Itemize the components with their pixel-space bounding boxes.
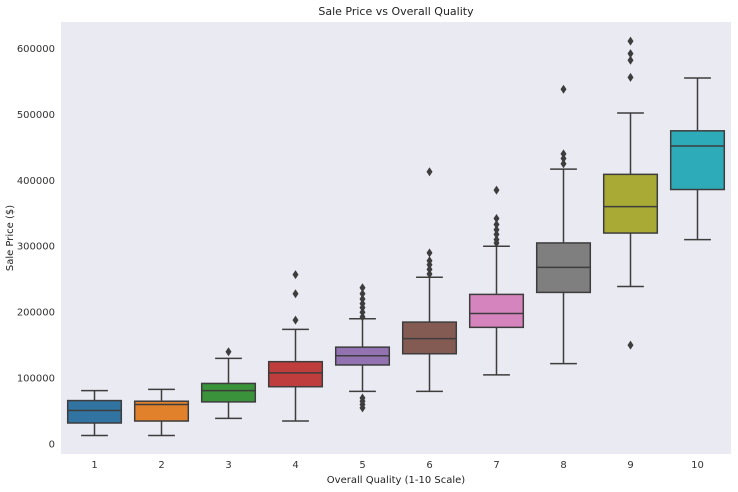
outlier-point	[359, 307, 366, 317]
outlier-point	[426, 167, 433, 177]
box-group	[133, 388, 190, 437]
outlier-point	[627, 72, 634, 82]
outlier-point	[627, 340, 634, 350]
y-axis: 0 100000 200000 300000 400000 500000 600000	[17, 44, 55, 451]
outlier-point	[359, 312, 366, 322]
x-tick-label: 10	[691, 460, 704, 471]
outlier-point	[359, 294, 366, 304]
outlier-point	[627, 36, 634, 46]
y-tick-label: 300000	[17, 242, 55, 253]
y-tick-label: 200000	[17, 308, 55, 319]
outlier-point	[560, 159, 567, 169]
outlier-point	[426, 248, 433, 258]
box-group	[200, 347, 257, 420]
outlier-point	[627, 55, 634, 65]
box-group	[267, 270, 324, 422]
box-iqr	[200, 382, 257, 403]
outlier-point	[493, 235, 500, 245]
outlier-point	[560, 84, 567, 94]
outlier-point	[292, 315, 299, 325]
x-tick-label: 8	[560, 460, 566, 471]
outlier-point	[292, 270, 299, 280]
outlier-point	[359, 283, 366, 293]
box-group	[468, 185, 525, 376]
outlier-point	[426, 269, 433, 279]
y-axis-label: Sale Price ($)	[5, 205, 16, 271]
box-group	[334, 283, 391, 413]
outlier-point	[359, 393, 366, 403]
box-group	[602, 36, 659, 350]
box-iqr	[602, 173, 659, 234]
outlier-point	[292, 289, 299, 299]
x-tick-label: 5	[359, 460, 365, 471]
outlier-point	[560, 149, 567, 159]
box-group	[535, 84, 592, 365]
box-group	[401, 167, 458, 393]
y-tick-label: 600000	[17, 44, 55, 55]
outlier-point	[359, 289, 366, 299]
box-group	[669, 77, 726, 241]
box-iqr	[468, 293, 525, 329]
y-tick-label: 100000	[17, 374, 55, 385]
x-tick-label: 9	[627, 460, 633, 471]
x-tick-label: 7	[493, 460, 499, 471]
outlier-point	[493, 185, 500, 195]
box-iqr	[133, 400, 190, 422]
outlier-point	[493, 219, 500, 229]
x-axis-label: Overall Quality (1-10 Scale)	[327, 475, 466, 486]
x-axis: 1 2 3 4 5 6 7 8 9 10	[91, 460, 704, 471]
outlier-point	[493, 229, 500, 239]
box-iqr	[669, 130, 726, 191]
y-tick-label: 400000	[17, 176, 55, 187]
outlier-point	[426, 264, 433, 274]
outlier-point	[359, 299, 366, 309]
box-group	[66, 389, 123, 437]
outlier-point	[627, 49, 634, 59]
boxes-group	[66, 36, 726, 437]
x-tick-label: 1	[91, 460, 97, 471]
box-iqr	[267, 360, 324, 388]
outlier-point	[493, 225, 500, 235]
outlier-point	[493, 214, 500, 224]
x-tick-label: 6	[426, 460, 432, 471]
x-tick-label: 3	[225, 460, 231, 471]
x-tick-label: 2	[158, 460, 164, 471]
outlier-point	[426, 256, 433, 266]
outlier-point	[225, 347, 232, 357]
x-tick-label: 4	[292, 460, 298, 471]
chart-title: Sale Price vs Overall Quality	[318, 5, 474, 18]
box-iqr	[66, 399, 123, 424]
y-tick-label: 0	[49, 440, 55, 451]
y-tick-label: 500000	[17, 110, 55, 121]
outlier-point	[560, 154, 567, 164]
plot-area	[61, 22, 731, 454]
